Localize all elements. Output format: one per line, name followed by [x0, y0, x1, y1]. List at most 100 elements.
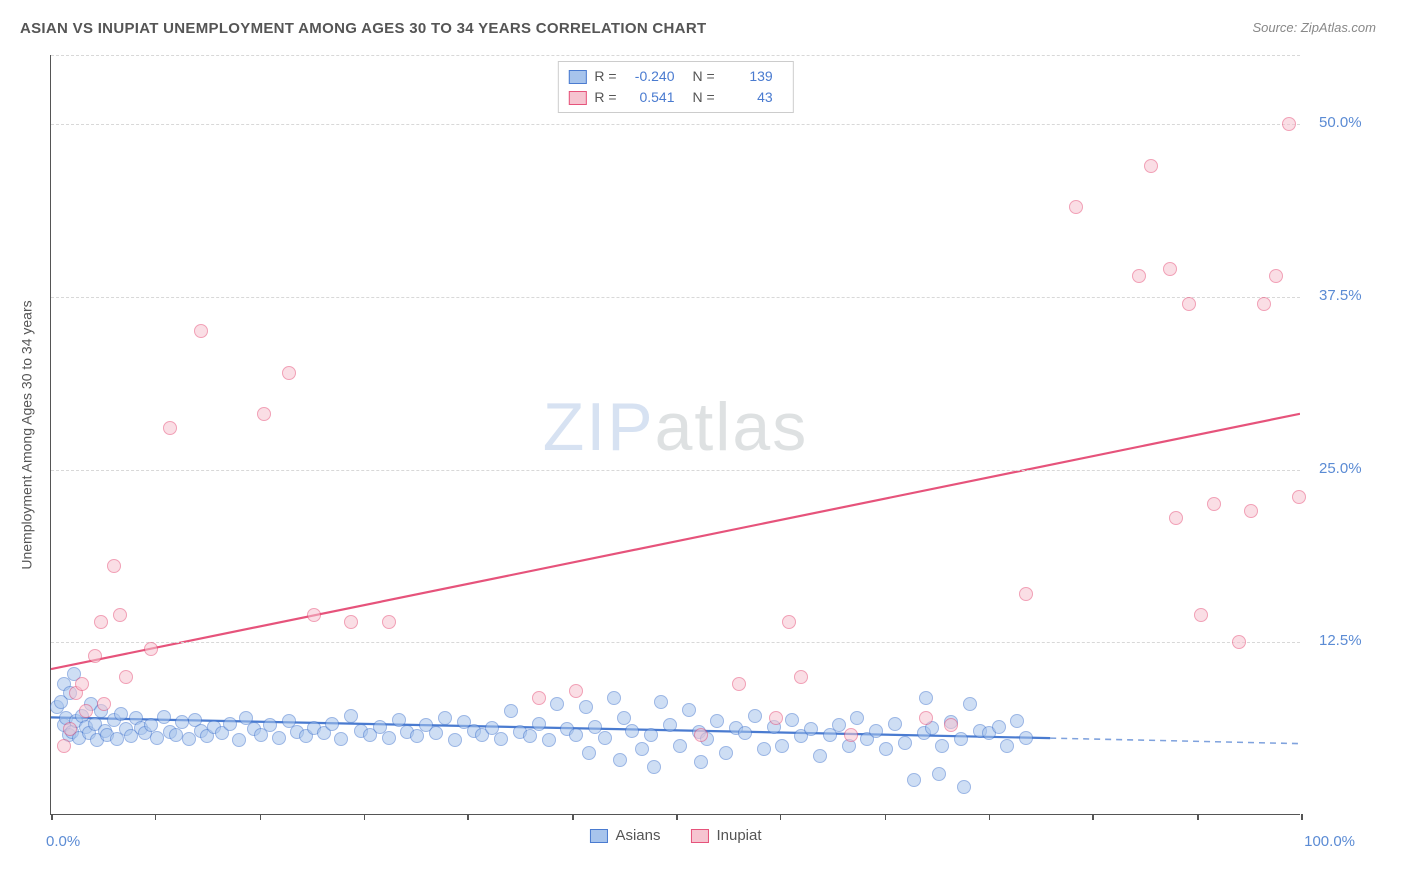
legend-item-asians: Asians [589, 827, 660, 844]
y-tick-label: 50.0% [1319, 114, 1362, 131]
x-tick [1092, 814, 1094, 820]
data-point [223, 717, 237, 731]
stats-row-asians: R = -0.240 N = 139 [568, 66, 782, 87]
data-point [334, 732, 348, 746]
data-point [957, 780, 971, 794]
data-point [1132, 269, 1146, 283]
data-point [1000, 739, 1014, 753]
data-point [804, 722, 818, 736]
data-point [344, 709, 358, 723]
x-tick [676, 814, 678, 820]
swatch-inupiat [568, 91, 586, 105]
bottom-legend: Asians Inupiat [589, 827, 761, 844]
swatch-asians [568, 70, 586, 84]
data-point [569, 728, 583, 742]
data-point [542, 733, 556, 747]
x-tick-label-left: 0.0% [46, 833, 80, 850]
data-point [569, 684, 583, 698]
stat-n-inupiat: 43 [723, 87, 773, 108]
data-point [748, 709, 762, 723]
data-point [107, 559, 121, 573]
data-point [663, 718, 677, 732]
data-point [732, 677, 746, 691]
gridline [51, 124, 1300, 125]
data-point [932, 767, 946, 781]
data-point [438, 711, 452, 725]
data-point [844, 728, 858, 742]
data-point [263, 718, 277, 732]
data-point [344, 615, 358, 629]
data-point [654, 695, 668, 709]
stat-n-label: N = [693, 66, 715, 87]
gridline [51, 55, 1300, 56]
data-point [888, 717, 902, 731]
stat-r-inupiat: 0.541 [625, 87, 675, 108]
data-point [1069, 200, 1083, 214]
data-point [1244, 504, 1258, 518]
stat-r-label: R = [594, 66, 616, 87]
chart-title: ASIAN VS INUPIAT UNEMPLOYMENT AMONG AGES… [20, 20, 706, 37]
data-point [1207, 497, 1221, 511]
data-point [719, 746, 733, 760]
data-point [869, 724, 883, 738]
data-point [907, 773, 921, 787]
data-point [694, 728, 708, 742]
data-point [272, 731, 286, 745]
x-tick [260, 814, 262, 820]
data-point [325, 717, 339, 731]
data-point [232, 733, 246, 747]
data-point [307, 608, 321, 622]
data-point [582, 746, 596, 760]
watermark-bold: ZIP [543, 389, 655, 465]
data-point [579, 700, 593, 714]
watermark: ZIPatlas [543, 388, 808, 466]
stat-r-asians: -0.240 [625, 66, 675, 87]
legend-label-inupiat: Inupiat [716, 827, 761, 844]
data-point [1269, 269, 1283, 283]
x-tick [572, 814, 574, 820]
source-link[interactable]: ZipAtlas.com [1301, 20, 1376, 35]
data-point [1163, 262, 1177, 276]
data-point [163, 421, 177, 435]
y-tick-label: 12.5% [1319, 632, 1362, 649]
data-point [113, 608, 127, 622]
data-point [1144, 159, 1158, 173]
gridline [51, 297, 1300, 298]
data-point [1019, 731, 1033, 745]
data-point [532, 717, 546, 731]
stats-row-inupiat: R = 0.541 N = 43 [568, 87, 782, 108]
data-point [79, 704, 93, 718]
data-point [775, 739, 789, 753]
data-point [448, 733, 462, 747]
data-point [1010, 714, 1024, 728]
data-point [607, 691, 621, 705]
data-point [282, 366, 296, 380]
data-point [944, 718, 958, 732]
data-point [673, 739, 687, 753]
data-point [114, 707, 128, 721]
data-point [850, 711, 864, 725]
x-tick [364, 814, 366, 820]
data-point [898, 736, 912, 750]
data-point [523, 729, 537, 743]
data-point [1019, 587, 1033, 601]
data-point [782, 615, 796, 629]
data-point [1257, 297, 1271, 311]
data-point [550, 697, 564, 711]
y-axis-label: Unemployment Among Ages 30 to 34 years [12, 55, 42, 815]
data-point [182, 732, 196, 746]
y-tick-label: 37.5% [1319, 287, 1362, 304]
data-point [94, 615, 108, 629]
data-point [647, 760, 661, 774]
y-tick-label: 25.0% [1319, 460, 1362, 477]
data-point [157, 710, 171, 724]
data-point [935, 739, 949, 753]
data-point [919, 711, 933, 725]
data-point [738, 726, 752, 740]
source-prefix: Source: [1252, 20, 1300, 35]
x-tick [1197, 814, 1199, 820]
data-point [532, 691, 546, 705]
data-point [598, 731, 612, 745]
gridline [51, 470, 1300, 471]
data-point [992, 720, 1006, 734]
